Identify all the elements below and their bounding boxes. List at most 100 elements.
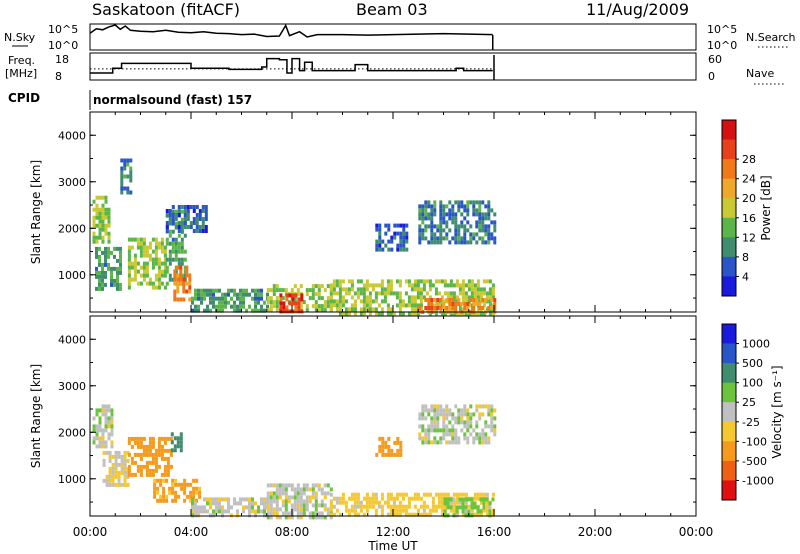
- velocity-cell: [448, 408, 452, 413]
- velocity-cell: [275, 515, 279, 520]
- velocity-cell: [490, 416, 494, 421]
- power-cell: [101, 215, 105, 220]
- power-cell: [107, 266, 110, 271]
- power-cell: [329, 299, 333, 304]
- velocity-x-ticks: [89, 316, 697, 516]
- velocity-cell: [418, 432, 422, 437]
- colorbar-label: Velocity [m s⁻¹]: [770, 365, 784, 458]
- power-cell: [470, 287, 474, 292]
- power-cell: [439, 240, 443, 245]
- power-cell: [221, 292, 224, 297]
- velocity-cell: [463, 408, 467, 413]
- velocity-cell: [139, 472, 143, 477]
- velocity-cell: [461, 501, 465, 506]
- velocity-cell: [302, 511, 306, 516]
- velocity-cell: [454, 428, 458, 433]
- power-cell: [92, 207, 96, 212]
- velocity-cell: [323, 491, 327, 496]
- velocity-cell: [194, 501, 197, 506]
- colorbar-tick-label: 25: [742, 396, 756, 409]
- velocity-cell: [218, 501, 221, 506]
- power-cell: [305, 288, 309, 293]
- power-cell: [133, 261, 137, 266]
- colorbar-swatch: [722, 217, 736, 238]
- power-cell: [183, 217, 187, 221]
- velocity-cell: [248, 513, 251, 518]
- power-cell: [154, 249, 158, 254]
- power-cell: [413, 279, 417, 284]
- velocity-cell: [311, 515, 315, 520]
- colorbar-swatch: [722, 178, 736, 199]
- power-cell: [466, 306, 470, 310]
- power-cell: [317, 296, 321, 301]
- power-cell: [263, 308, 266, 313]
- power-cell: [204, 205, 208, 209]
- velocity-cell: [299, 503, 303, 508]
- velocity-cell: [98, 444, 102, 449]
- velocity-cell: [108, 482, 112, 487]
- velocity-cell: [299, 487, 303, 492]
- power-cell: [119, 266, 122, 271]
- velocity-cell: [123, 470, 127, 475]
- velocity-cell: [296, 483, 300, 488]
- colorbar-tick-label: 12: [742, 231, 756, 244]
- power-cell: [395, 303, 399, 308]
- velocity-cell: [92, 424, 96, 429]
- power-cell: [347, 311, 351, 316]
- power-cell: [197, 288, 200, 293]
- sky-tick-bottom-right: 10^0: [707, 39, 737, 52]
- velocity-cell: [371, 492, 375, 497]
- velocity-cell: [183, 486, 187, 491]
- power-cell: [479, 291, 483, 296]
- power-cell: [368, 295, 372, 300]
- velocity-cell: [481, 440, 485, 445]
- velocity-cell: [287, 515, 291, 520]
- velocity-cell: [117, 454, 121, 459]
- velocity-cell: [395, 492, 399, 497]
- velocity-cell: [464, 492, 468, 497]
- cpid-label: CPID: [8, 91, 40, 105]
- velocity-cell: [449, 497, 453, 502]
- power-cell: [183, 221, 187, 225]
- power-cell: [323, 300, 327, 305]
- velocity-cell: [192, 478, 196, 483]
- power-cell: [293, 296, 297, 301]
- velocity-cell: [266, 495, 270, 500]
- power-cell: [416, 295, 420, 300]
- power-cell: [101, 203, 105, 208]
- power-cell: [467, 287, 471, 292]
- power-cell: [119, 254, 122, 259]
- velocity-cell: [448, 440, 452, 445]
- power-cell: [160, 249, 164, 254]
- power-cell: [402, 243, 406, 248]
- power-cell: [466, 228, 470, 233]
- power-cell: [350, 307, 354, 312]
- power-cell: [206, 292, 209, 297]
- power-cell: [433, 224, 437, 229]
- power-cell: [272, 304, 276, 309]
- power-cell: [457, 204, 461, 209]
- power-cell: [442, 306, 446, 310]
- power-cell: [119, 262, 122, 267]
- power-cell: [356, 279, 360, 284]
- velocity-cell: [446, 505, 450, 510]
- velocity-cell: [404, 512, 408, 517]
- power-cell: [418, 306, 422, 310]
- velocity-cell: [389, 492, 393, 497]
- power-cell: [98, 195, 102, 200]
- velocity-cell: [475, 436, 479, 441]
- velocity-cell: [437, 492, 441, 497]
- velocity-cell: [284, 491, 288, 496]
- power-cell: [180, 249, 184, 254]
- power-cell: [145, 245, 149, 250]
- velocity-cell: [430, 440, 434, 445]
- velocity-cell: [421, 408, 425, 413]
- power-cell: [418, 208, 422, 213]
- power-cell: [460, 302, 464, 306]
- velocity-cell: [463, 404, 467, 409]
- power-cell: [482, 291, 486, 296]
- power-cell: [375, 239, 379, 244]
- velocity-cell: [485, 508, 489, 513]
- velocity-cell: [242, 497, 245, 502]
- power-cell: [470, 291, 474, 296]
